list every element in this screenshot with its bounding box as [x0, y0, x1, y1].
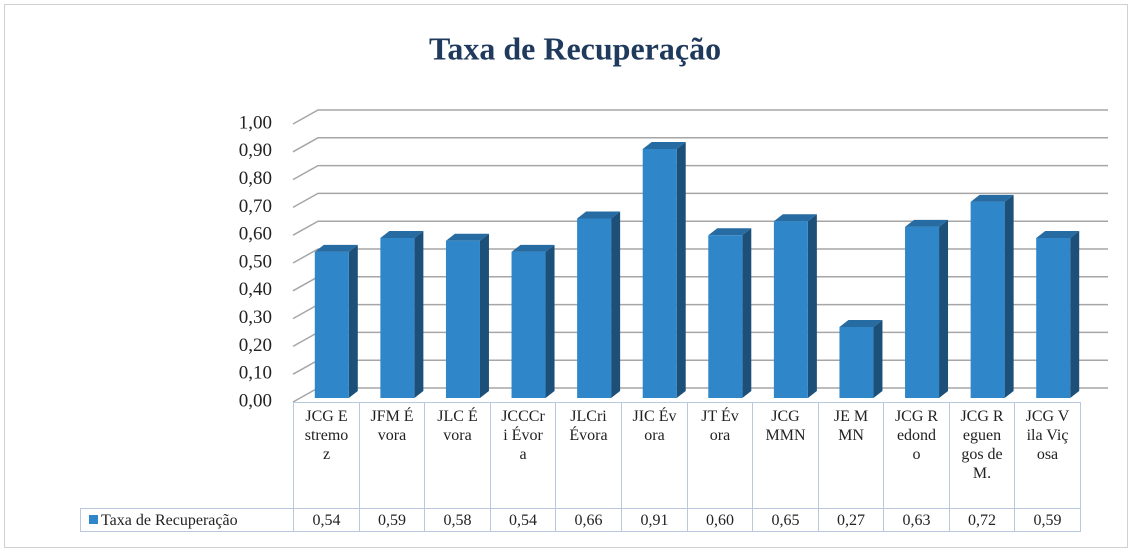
- bar-face: [905, 219, 949, 227]
- bar: [511, 244, 555, 398]
- bar-face: [642, 142, 686, 150]
- bar: [708, 228, 752, 398]
- bar: [577, 211, 621, 398]
- bar-face: [742, 228, 752, 398]
- data-table-value: 0,72: [949, 508, 1015, 532]
- y-tick-label: 0,00: [239, 390, 272, 411]
- bar: [773, 214, 817, 398]
- x-tick-label: JT Évora: [687, 402, 753, 509]
- bar-face: [414, 230, 424, 398]
- x-tick-label: JLC Évora: [424, 402, 491, 509]
- bar: [642, 142, 686, 398]
- data-table-value: 0,54: [293, 508, 360, 532]
- y-tick-label: 0,60: [239, 224, 272, 245]
- x-tick-label: JE MMN: [818, 402, 884, 509]
- bar-face: [577, 218, 612, 398]
- grid-line: [292, 164, 1108, 181]
- bar-face: [380, 230, 424, 238]
- bar-face: [905, 226, 940, 398]
- bar-face: [970, 201, 1005, 398]
- bar-face: [577, 211, 621, 219]
- x-tick-label: JCG Vila Viçosa: [1014, 402, 1081, 509]
- grid-line: [292, 192, 1108, 209]
- bar-face: [445, 240, 480, 398]
- data-table-value: 0,63: [883, 508, 950, 532]
- grid-line: [292, 220, 1108, 236]
- data-table-value: 0,59: [1014, 508, 1081, 532]
- bar-face: [314, 251, 349, 398]
- data-table-value: 0,59: [359, 508, 425, 532]
- bar-face: [839, 326, 874, 398]
- bar-face: [1070, 230, 1080, 398]
- bar-face: [1036, 237, 1071, 398]
- bar: [314, 244, 358, 398]
- grid-line: [292, 137, 1108, 153]
- bar-face: [611, 211, 621, 398]
- bar-face: [939, 219, 949, 398]
- bar-face: [807, 214, 817, 398]
- bar-face: [380, 237, 415, 398]
- bar-face: [708, 228, 752, 236]
- data-table-value: 0,66: [555, 508, 622, 532]
- data-table-value: 0,65: [752, 508, 819, 532]
- y-tick-label: 0,50: [239, 251, 272, 272]
- legend-key: [89, 515, 98, 524]
- bar-face: [773, 221, 808, 398]
- bar-face: [1036, 230, 1080, 238]
- bar-face: [445, 233, 489, 241]
- bar-face: [511, 251, 546, 398]
- data-table-value: 0,91: [621, 508, 688, 532]
- x-tick-label: JFM Évora: [359, 402, 425, 509]
- bar-face: [1004, 194, 1014, 398]
- bar: [1036, 230, 1080, 398]
- bar: [380, 230, 424, 398]
- bar-face: [708, 235, 743, 398]
- bar-face: [676, 142, 686, 398]
- legend-label: Taxa de Recuperação: [101, 512, 238, 529]
- x-tick-label: JCG Reguengos de M.: [949, 402, 1015, 509]
- y-tick-label: 0,70: [239, 196, 272, 217]
- y-tick-label: 0,20: [239, 335, 272, 356]
- bar-face: [873, 319, 883, 398]
- bar-face: [348, 244, 358, 398]
- chart-border: [4, 4, 1128, 548]
- data-table-value: 0,54: [490, 508, 556, 532]
- data-table-value: 0,58: [424, 508, 491, 532]
- bar: [839, 319, 883, 398]
- bar-face: [545, 244, 555, 398]
- bar: [905, 219, 949, 398]
- bar-face: [314, 244, 358, 252]
- bar-face: [773, 214, 817, 222]
- grid-line: [292, 248, 1108, 264]
- y-tick-label: 0,10: [239, 363, 272, 384]
- x-tick-label: JCG Redondo: [883, 402, 950, 509]
- x-tick-label: JCG MMN: [752, 402, 819, 509]
- bar: [445, 233, 489, 398]
- y-tick-label: 0,30: [239, 307, 272, 328]
- bar-face: [511, 244, 555, 252]
- y-tick-label: 0,40: [239, 279, 272, 300]
- grid-line: [292, 109, 1108, 125]
- bar: [970, 194, 1014, 398]
- data-table-value: 0,60: [687, 508, 753, 532]
- chart-title: Taxa de Recuperação: [429, 30, 721, 66]
- x-tick-label: JCCCri Évora: [490, 402, 556, 509]
- y-tick-label: 0,80: [239, 168, 272, 189]
- y-tick-label: 0,90: [239, 140, 272, 161]
- data-table-value: 0,27: [818, 508, 884, 532]
- x-tick-label: JIC Évora: [621, 402, 688, 509]
- legend-entry: Taxa de Recuperação: [80, 508, 294, 532]
- bar-face: [970, 194, 1014, 202]
- x-tick-label: JCG Estremoz: [293, 402, 360, 509]
- bar-face: [839, 319, 883, 327]
- bar-face: [479, 233, 489, 398]
- y-tick-label: 1,00: [239, 112, 272, 133]
- x-tick-label: JLCri Évora: [555, 402, 622, 509]
- bar-face: [642, 149, 677, 398]
